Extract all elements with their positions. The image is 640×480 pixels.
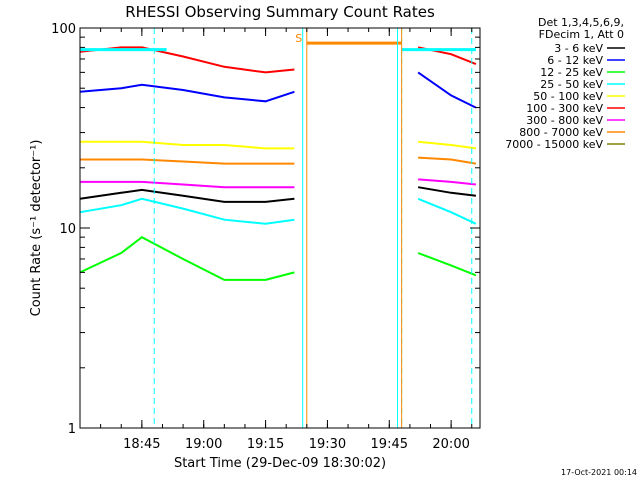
legend-header-line-2: FDecim 1, Att 0	[539, 28, 624, 41]
y-tick-label: 1	[68, 422, 76, 437]
y-axis-label: Count Rate (s⁻¹ detector⁻¹)	[29, 140, 44, 317]
x-tick-label: 19:45	[371, 437, 408, 452]
x-tick-label: 20:00	[432, 437, 469, 452]
series-line	[80, 140, 295, 150]
annotation-label: S	[295, 32, 302, 45]
x-axis: 18:45 19:00 19:15 19:30 19:45 20:00	[79, 28, 473, 452]
legend-item-label: 800 - 7000 keV	[519, 126, 603, 139]
legend-item-label: 100 - 300 keV	[526, 102, 603, 115]
legend: Det 1,3,4,5,6,9, FDecim 1, Att 0 3 - 6 k…	[505, 16, 625, 151]
series-line	[79, 236, 295, 281]
legend-item-label: 12 - 25 keV	[540, 66, 603, 79]
chart-title: RHESSI Observing Summary Count Rates	[125, 3, 435, 21]
x-tick-label: 19:15	[247, 437, 284, 452]
footer-timestamp: 17-Oct-2021 00:14	[561, 468, 637, 477]
legend-item-label: 7000 - 15000 keV	[505, 138, 603, 151]
legend-item-label: 300 - 800 keV	[526, 114, 603, 127]
series-line	[80, 158, 295, 165]
series-line	[417, 186, 477, 197]
series-line	[417, 197, 477, 225]
legend-item-label: 3 - 6 keV	[554, 42, 603, 55]
series-line	[417, 252, 477, 277]
legend-item-label: 50 - 100 keV	[533, 90, 603, 103]
legend-item-label: 25 - 50 keV	[540, 78, 603, 91]
series-line	[79, 197, 295, 225]
legend-item-label: 6 - 12 keV	[547, 54, 603, 67]
series-line	[418, 178, 477, 186]
series-line	[79, 83, 295, 103]
series-line	[418, 140, 477, 150]
series-line	[80, 180, 295, 189]
series-line	[418, 156, 477, 165]
series-line	[79, 188, 295, 203]
x-axis-label: Start Time (29-Dec-09 18:30:02)	[174, 456, 386, 471]
x-tick-label: 18:45	[123, 437, 160, 452]
y-tick-label: 100	[51, 22, 76, 37]
legend-header-line-1: Det 1,3,4,5,6,9,	[538, 16, 624, 29]
vertical-markers: S	[153, 28, 473, 428]
series-line	[417, 71, 477, 109]
y-tick-label: 10	[59, 222, 76, 237]
series-lines	[79, 41, 477, 281]
series-line	[79, 46, 295, 74]
y-axis: 1 10 100	[51, 22, 480, 437]
x-tick-label: 19:30	[309, 437, 346, 452]
x-tick-label: 19:00	[185, 437, 222, 452]
